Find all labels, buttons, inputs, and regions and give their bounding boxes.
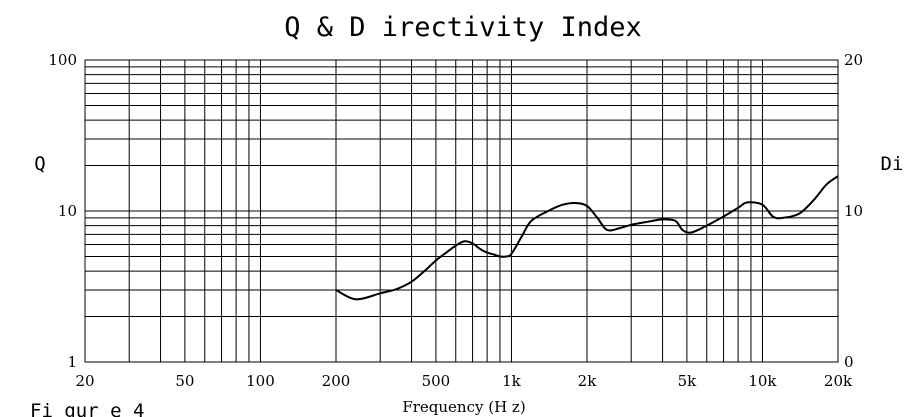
x-tick-label-3: 200	[322, 372, 351, 390]
tick-labels: 20 50 100 200 500 1k 2k 5k 10k 20k 1 10 100 0 10 20	[48, 51, 863, 390]
left-axis-label: Q	[34, 153, 45, 175]
y-right-tick-label-1: 10	[844, 202, 863, 220]
y-left-tick-label-0: 1	[67, 353, 77, 371]
chart-title: Q & D irectivity Index	[284, 12, 642, 43]
x-tick-label-5: 1k	[502, 372, 522, 390]
x-tick-label-1: 50	[175, 372, 194, 390]
x-tick-label-8: 10k	[748, 372, 777, 390]
x-tick-label-6: 2k	[578, 372, 598, 390]
q-series-line	[335, 175, 839, 301]
x-tick-label-2: 100	[246, 372, 275, 390]
x-tick-label-9: 20k	[824, 372, 853, 390]
plot-frame	[84, 59, 839, 363]
x-tick-label-0: 20	[75, 372, 94, 390]
y-right-tick-label-2: 20	[844, 51, 863, 69]
right-axis-label: Di	[881, 153, 904, 175]
x-tick-label-4: 500	[422, 372, 451, 390]
y-left-tick-label-1: 10	[58, 202, 77, 220]
x-tick-label-7: 5k	[678, 372, 698, 390]
grid	[85, 60, 838, 362]
figure-caption: Fi gur e 4	[30, 400, 144, 417]
y-right-tick-label-0: 0	[844, 353, 854, 371]
x-axis-label: Frequency (H z)	[402, 398, 525, 416]
y-left-tick-label-2: 100	[48, 51, 77, 69]
